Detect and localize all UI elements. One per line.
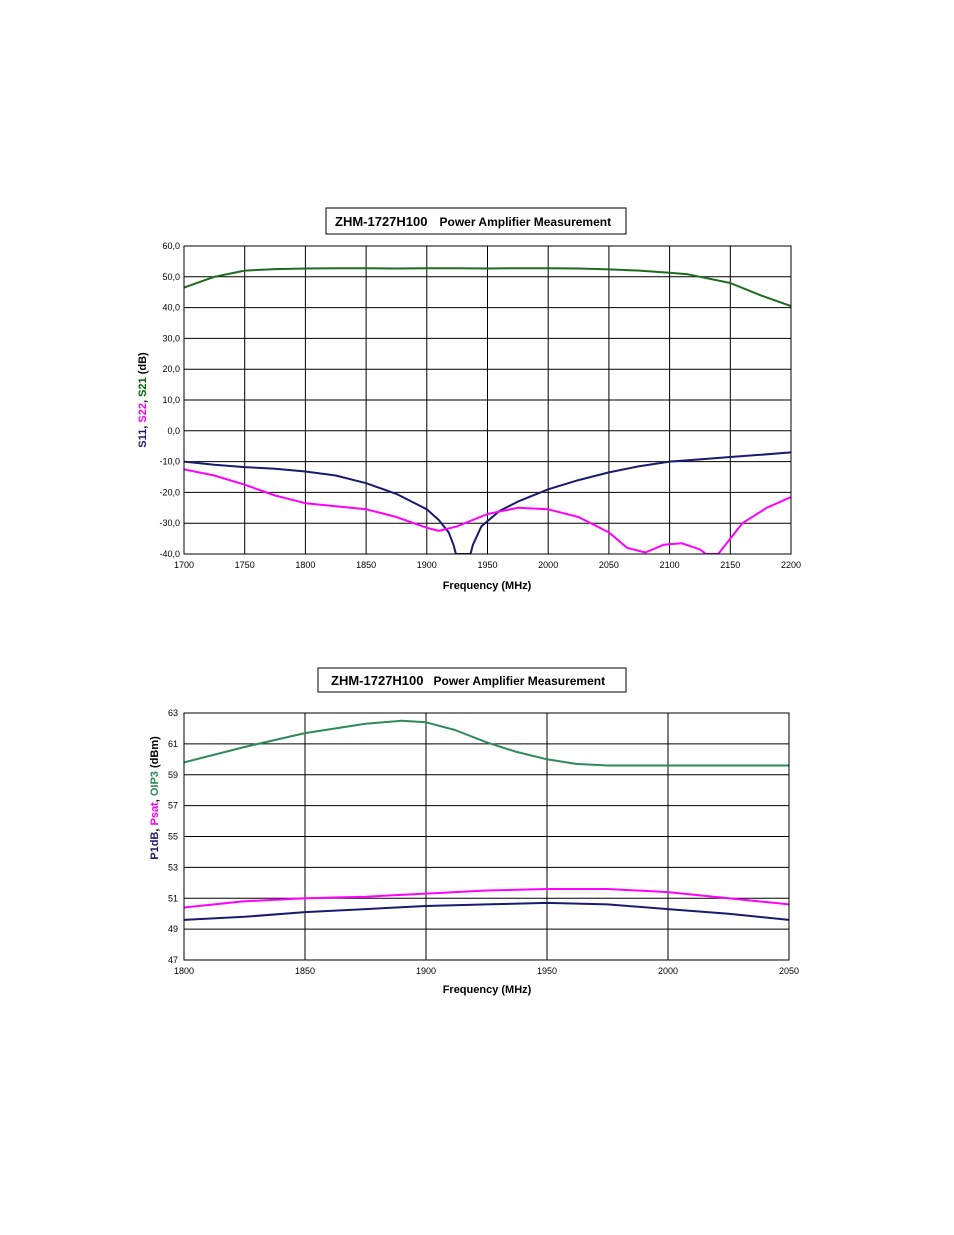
plot-frame [183, 245, 792, 555]
chart-title-box [325, 207, 627, 235]
y-axis-label-part: (dB) [137, 352, 149, 377]
series-line-s21 [184, 267, 791, 308]
y-axis-label-part: , [149, 796, 161, 802]
y-axis-label-part: , [137, 423, 149, 429]
y-tick-label: 57 [168, 801, 178, 811]
y-tick-label: 63 [168, 708, 178, 718]
y-tick-label: -30,0 [159, 518, 180, 528]
x-tick-label: 1700 [174, 560, 194, 570]
x-tick-label: 1750 [235, 560, 255, 570]
x-tick-label: 1850 [295, 966, 315, 976]
x-tick-label: 1800 [295, 560, 315, 570]
y-axis-label-part: S22 [137, 403, 149, 423]
y-axis-label-part: , [149, 826, 161, 832]
y-axis-label-part: OIP3 [149, 771, 161, 796]
y-tick-label: -20,0 [159, 487, 180, 497]
series-line-s22 [184, 468, 791, 554]
x-tick-label: 1850 [356, 560, 376, 570]
y-tick-label: 10,0 [162, 395, 180, 405]
x-axis-label: Frequency (MHz) [443, 984, 532, 996]
x-tick-label: 2000 [658, 966, 678, 976]
x-tick-label: 2050 [779, 966, 799, 976]
x-tick-label: 2000 [538, 560, 558, 570]
power-chart: ZHM-1727H100 Power Amplifier Measurement … [0, 660, 954, 1010]
y-axis-label-part: P1dB [149, 832, 161, 860]
y-tick-label: 20,0 [162, 364, 180, 374]
y-tick-label: 59 [168, 770, 178, 780]
y-tick-label: 47 [168, 955, 178, 965]
plot-frame [183, 712, 790, 961]
chart-title-sub: Power Amplifier Measurement [434, 674, 606, 688]
y-tick-label: 61 [168, 739, 178, 749]
y-tick-label: 40,0 [162, 303, 180, 313]
x-tick-label: 1950 [537, 966, 557, 976]
x-tick-label: 2150 [720, 560, 740, 570]
s-parameter-chart-svg: ZHM-1727H100 Power Amplifier Measurement … [137, 207, 801, 592]
series-line-s11 [184, 451, 791, 554]
y-tick-label: 51 [168, 893, 178, 903]
plot-area: 1700 1750 1800 1850 1900 1950 2000 2050 2100 2150… [159, 241, 801, 570]
y-axis-label: S11, S22, S21 (dB) [137, 352, 149, 448]
chart-title-box [317, 667, 627, 693]
y-tick-label: 60,0 [162, 241, 180, 251]
s-parameter-chart: ZHM-1727H100 Power Amplifier Measurement … [0, 200, 954, 600]
y-axis-label: P1dB, Psat, OIP3 (dBm) [149, 736, 161, 860]
y-tick-label: 30,0 [162, 333, 180, 343]
series-line-p1db [184, 901, 789, 921]
y-axis-label-part: S11 [137, 429, 149, 448]
power-chart-svg: ZHM-1727H100 Power Amplifier Measurement … [149, 667, 799, 996]
x-tick-label: 2200 [781, 560, 801, 570]
y-tick-label: 49 [168, 924, 178, 934]
x-tick-label: 2100 [660, 560, 680, 570]
x-tick-label: 1900 [416, 966, 436, 976]
y-tick-label: 53 [168, 862, 178, 872]
series-line-oip3 [184, 719, 789, 767]
y-tick-label: 55 [168, 832, 178, 842]
chart-title-main: ZHM-1727H100 [335, 214, 428, 229]
x-tick-label: 1950 [477, 560, 497, 570]
x-tick-label: 2050 [599, 560, 619, 570]
x-axis-label: Frequency (MHz) [443, 580, 532, 592]
y-axis-label-part: (dBm) [149, 736, 161, 771]
y-axis-label-part: , [137, 397, 149, 403]
chart-title: ZHM-1727H100 Power Amplifier Measurement [331, 673, 605, 688]
y-axis-label-part: Psat [149, 802, 161, 826]
y-tick-label: 0,0 [167, 426, 180, 436]
y-tick-label: -10,0 [159, 457, 180, 467]
x-tick-label: 1800 [174, 966, 194, 976]
series-line-psat [184, 888, 789, 909]
y-tick-label: 50,0 [162, 272, 180, 282]
chart-title-main: ZHM-1727H100 [331, 673, 424, 688]
chart-title-sub: Power Amplifier Measurement [440, 215, 612, 229]
chart-title: ZHM-1727H100 Power Amplifier Measurement [335, 214, 611, 229]
plot-area: 1800 1850 1900 1950 2000 2050 63 61 59 57 55 53 51 49… [168, 708, 799, 976]
y-axis-label-part: S21 [137, 377, 149, 397]
x-tick-label: 1900 [417, 560, 437, 570]
y-tick-label: -40,0 [159, 549, 180, 559]
